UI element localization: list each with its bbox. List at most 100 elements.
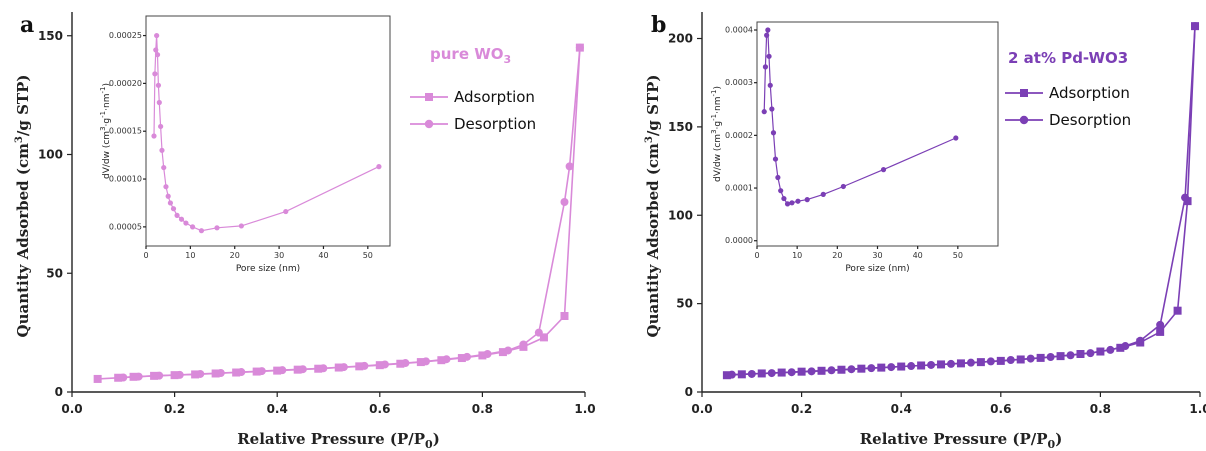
data-point	[1191, 22, 1200, 31]
legend-label: Desorption	[1049, 111, 1131, 129]
inset-chart: 0 10 20 30 40 50 0.0000 0.0001 0.0002 0.0003 0.000…	[710, 21, 999, 274]
x-tick-label: 0.2	[791, 402, 812, 416]
inset-x-tick-label: 20	[230, 251, 240, 260]
inset-x-tick-label: 20	[832, 251, 842, 260]
data-point	[807, 367, 816, 376]
inset-data-point	[764, 32, 770, 38]
inset-data-point	[820, 191, 826, 197]
data-point	[1026, 354, 1035, 363]
data-point	[380, 360, 389, 369]
data-point	[560, 198, 569, 206]
inset-y-tick-label: 0.00025	[109, 31, 142, 40]
inset-x-tick-label: 10	[185, 251, 195, 260]
data-point	[722, 371, 731, 380]
inset-y-tick-label: 0.0004	[725, 26, 753, 35]
inset-data-point	[762, 64, 769, 70]
inset-data-point	[767, 82, 773, 88]
data-point	[504, 346, 513, 355]
inset-frame	[145, 15, 391, 247]
inset-data-point	[769, 106, 775, 112]
inset-data-point	[238, 223, 244, 229]
data-point	[560, 312, 569, 320]
data-point	[155, 371, 164, 380]
inset-data-point	[376, 164, 382, 170]
data-point	[787, 368, 796, 377]
y-axis-label: Quantity Adsorbed (cm3/g STP)	[644, 75, 662, 338]
inset-data-point	[159, 147, 165, 153]
y-tick-label: 200	[668, 32, 693, 46]
data-point	[421, 357, 430, 366]
inset-data-point	[761, 109, 767, 115]
data-point	[927, 360, 936, 369]
inset-y-axis-label: dV/dw (cm3·g-1·nm-1)	[710, 86, 723, 182]
x-axis-label: Relative Pressure (P/P0)	[237, 430, 440, 451]
data-point	[1046, 353, 1055, 362]
data-point	[319, 364, 328, 373]
data-point	[257, 367, 266, 376]
data-point	[442, 355, 451, 364]
inset-x-axis-label: Pore size (nm)	[236, 264, 300, 274]
inset-x-tick-label: 10	[792, 251, 802, 260]
data-point	[1136, 336, 1145, 345]
series-desorption	[727, 22, 1200, 379]
legend: Adsorption Desorption	[1005, 84, 1131, 129]
data-point	[1156, 327, 1165, 336]
legend-label: Desorption	[454, 115, 536, 133]
inset-data-point	[953, 135, 959, 141]
data-point	[463, 352, 472, 361]
inset-x-axis-label: Pore size (nm)	[845, 264, 909, 274]
data-point	[727, 370, 736, 379]
y-tick-label: 0	[55, 385, 63, 399]
data-point	[907, 362, 916, 371]
chart-title: pure WO3	[430, 45, 511, 66]
x-tick-label: 0.4	[267, 402, 288, 416]
inset-data-point	[156, 99, 162, 106]
inset-data-point	[154, 52, 161, 58]
data-point	[847, 365, 856, 374]
inset-data-point	[165, 193, 171, 199]
inset-y-tick-label: 0.0001	[725, 184, 753, 193]
y-tick-label: 150	[668, 120, 693, 134]
inset-data-point	[183, 220, 189, 226]
inset-y-tick-label: 0.00015	[109, 127, 142, 136]
inset-chart: 0 10 20 30 40 50 0.00005 0.00010 0.00015 0.00020 0…	[99, 15, 391, 274]
data-point	[966, 358, 975, 367]
data-point	[298, 365, 307, 374]
inset-data-point	[766, 53, 772, 59]
chart-title: 2 at% Pd-WO3	[1008, 49, 1128, 67]
inset-y-tick-label: 0.0000	[725, 236, 753, 245]
inset-data-point	[163, 184, 169, 190]
data-point	[134, 372, 143, 381]
data-point	[539, 333, 548, 342]
inset-data-point	[189, 224, 196, 230]
inset-data-point	[161, 164, 167, 171]
data-point	[1156, 320, 1165, 329]
x-axis-label: Relative Pressure (P/P0)	[860, 430, 1063, 451]
data-point	[1106, 345, 1115, 354]
x-tick-label: 0.0	[691, 402, 712, 416]
data-point	[519, 340, 528, 349]
legend: Adsorption Desorption	[410, 88, 536, 133]
inset-data-point	[772, 156, 779, 162]
data-point	[575, 43, 584, 52]
data-point	[278, 366, 287, 375]
panel-label: b	[651, 12, 666, 38]
x-tick-label: 0.6	[369, 402, 390, 416]
inset-y-tick-label: 0.0002	[725, 131, 753, 140]
series-desorption	[119, 43, 584, 382]
data-point	[1066, 351, 1075, 360]
inset-data-point	[154, 32, 160, 39]
y-axis-label: Quantity Adsorbed (cm3/g STP)	[14, 75, 32, 338]
data-point	[216, 369, 225, 377]
legend-marker	[1019, 115, 1029, 125]
inset-data-point	[770, 130, 777, 136]
legend-label: Adsorption	[454, 88, 535, 106]
inset-x-tick-label: 40	[318, 251, 328, 260]
y-tick-label: 150	[38, 29, 63, 43]
data-point	[237, 368, 246, 377]
data-point	[767, 369, 776, 378]
x-tick-label: 0.8	[472, 402, 493, 416]
data-point	[1006, 356, 1015, 365]
inset-data-point	[167, 200, 173, 206]
